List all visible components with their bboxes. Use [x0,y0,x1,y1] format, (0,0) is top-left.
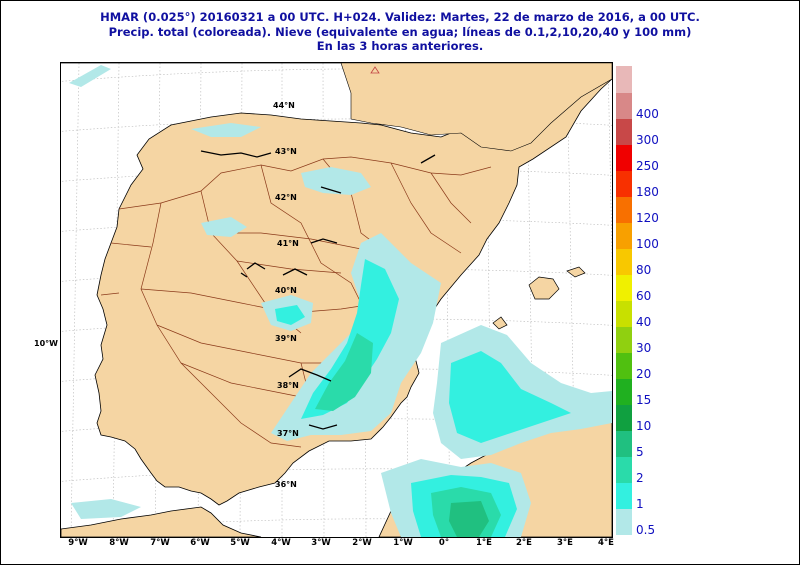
legend-level-label: 100 [636,237,659,251]
lon-label: 2°E [516,538,532,548]
map-canvas [61,63,612,537]
title-line-3: En las 3 horas anteriores. [316,39,484,53]
lon-label: 6°W [190,538,210,548]
lon-label: 3°W [311,538,331,548]
precipitation-map: 44°N 43°N 42°N 41°N 40°N 39°N 38°N 37°N … [60,62,613,538]
lat-label-42: 42°N [275,193,297,202]
lat-label-40: 40°N [275,286,297,295]
legend-swatch [616,274,632,301]
precipitation-overlay [69,65,612,537]
lat-label-39: 39°N [275,334,297,343]
legend-swatch [616,352,632,379]
legend-swatch [616,456,632,483]
lon-label: 2°W [352,538,372,548]
color-legend [616,66,632,535]
legend-swatch [616,404,632,431]
legend-level-label: 1 [636,497,644,511]
lat-label-37: 37°N [277,429,299,438]
lon-label: 1°W [393,538,413,548]
africa-land [61,506,262,537]
lat-label-44: 44°N [273,101,295,110]
legend-swatch [616,144,632,171]
legend-level-label: 40 [636,315,652,329]
lon-label: 3°E [557,538,573,548]
legend-level-label: 0.5 [636,523,656,537]
snow-contours [200,150,436,430]
legend-swatch [616,92,632,119]
legend-level-label: 2 [636,471,644,485]
legend-swatch [616,196,632,223]
menorca [566,266,586,278]
legend-level-label: 120 [636,211,659,225]
lon-label: 8°W [109,538,129,548]
lat-label-38: 38°N [277,381,299,390]
legend-level-label: 10 [636,419,652,433]
legend-level-label: 15 [636,393,652,407]
legend-swatch [616,300,632,327]
legend-swatch [616,482,632,509]
legend-swatch [616,378,632,405]
legend-swatch [616,326,632,353]
legend-swatch [616,66,632,93]
legend-level-label: 180 [636,185,659,199]
legend-swatch [616,508,632,535]
lon-label-10w: 10°W [34,339,58,348]
legend-level-label: 60 [636,289,652,303]
legend-level-label: 30 [636,341,652,355]
legend-swatch [616,222,632,249]
title-line-1: HMAR (0.025°) 20160321 a 00 UTC. H+024. … [100,10,700,24]
lon-label: 7°W [150,538,170,548]
triangle-marker [370,66,380,74]
legend-level-label: 5 [636,445,644,459]
legend-level-label: 20 [636,367,652,381]
ibiza [492,316,508,330]
title-line-2: Precip. total (coloreada). Nieve (equiva… [108,25,692,39]
legend-level-label: 250 [636,159,659,173]
legend-swatch [616,118,632,145]
france-land [340,63,612,152]
lat-label-43: 43°N [275,147,297,156]
legend-swatch [616,170,632,197]
lon-label: 0° [438,538,450,548]
lon-label: 1°E [476,538,492,548]
mallorca [528,276,560,300]
legend-swatch [616,248,632,275]
iberia-land [61,63,612,506]
lon-label: 5°W [230,538,250,548]
lat-label-36: 36°N [275,480,297,489]
legend-level-label: 80 [636,263,652,277]
legend-level-label: 400 [636,107,659,121]
lat-label-41: 41°N [277,239,299,248]
legend-swatch [616,430,632,457]
lon-label: 4°E [598,538,614,548]
legend-level-label: 300 [636,133,659,147]
lon-label: 9°W [68,538,88,548]
lon-label: 4°W [271,538,291,548]
